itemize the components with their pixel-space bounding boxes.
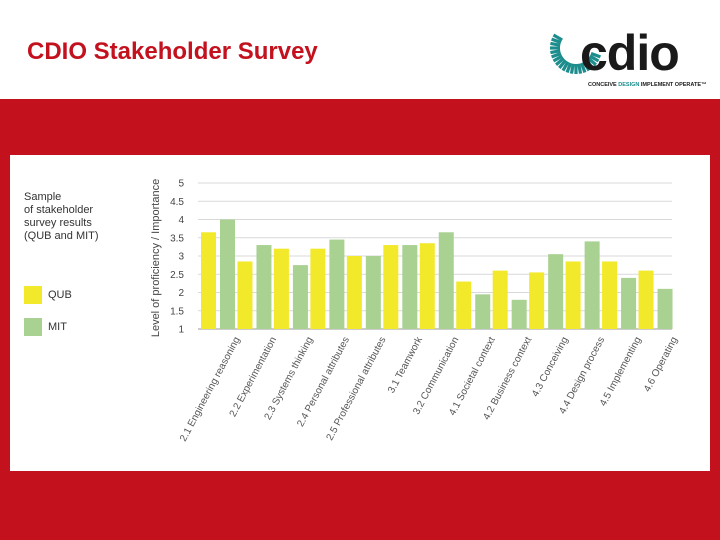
- bar-mit: [402, 245, 418, 329]
- logo-ring-tick: [550, 41, 561, 47]
- bar-mit: [365, 256, 381, 329]
- logo-ring-icon: [550, 33, 601, 74]
- bar-mit: [329, 239, 345, 329]
- chart-panel: Sample of stakeholder survey results (QU…: [10, 155, 710, 471]
- bar-qub: [201, 232, 216, 329]
- y-tick-label: 1.5: [170, 306, 184, 317]
- logo-ring-tick: [558, 59, 567, 69]
- bar-qub: [237, 261, 253, 329]
- logo-tagline: CONCEIVE DESIGN IMPLEMENT OPERATE™: [588, 82, 707, 88]
- bar-qub: [273, 248, 289, 329]
- logo-ring-tick: [569, 63, 575, 74]
- logo-ring-tick: [587, 57, 597, 66]
- slide-title: CDIO Stakeholder Survey: [27, 38, 318, 65]
- legend-item-qub: QUB: [24, 286, 72, 304]
- bar-qub: [419, 243, 435, 329]
- bar-qub: [529, 272, 545, 329]
- legend-swatch-mit: [24, 318, 42, 336]
- legend-title-line: survey results: [24, 217, 92, 229]
- legend-swatch-qub: [24, 286, 42, 304]
- bar-mit: [438, 232, 454, 329]
- logo-ring-tick: [590, 51, 601, 59]
- logo-ring-tick: [550, 49, 561, 55]
- y-tick-label: 2.5: [170, 270, 184, 281]
- y-axis-label: Level of proficiency / Importance: [150, 179, 162, 337]
- legend-title: Sample of stakeholder survey results (QU…: [24, 191, 99, 243]
- bar-qub: [310, 248, 326, 329]
- legend-title-line: of stakeholder: [24, 204, 94, 216]
- legend-label-mit: MIT: [48, 321, 67, 333]
- bar-mit: [220, 219, 235, 329]
- cdio-logo: cdio CONCEIVE DESIGN IMPLEMENT OPERATE™: [548, 14, 716, 96]
- logo-ring-tick: [552, 54, 563, 63]
- logo-ring-tick: [551, 37, 562, 45]
- bar-mit: [657, 288, 673, 329]
- logo-ring-tick: [579, 62, 587, 73]
- logo-ring-tick: [551, 51, 562, 59]
- logo-ring-tick: [577, 63, 583, 74]
- bar-qub: [638, 270, 654, 329]
- y-tick-label: 3.5: [170, 233, 184, 244]
- bar-mit: [584, 241, 600, 329]
- y-tick-label: 5: [178, 179, 184, 190]
- logo-ring-tick: [552, 33, 563, 42]
- logo-ring-tick: [565, 62, 573, 73]
- y-tick-label: 1: [178, 325, 184, 336]
- y-tick-label: 4: [178, 215, 184, 226]
- y-tick-label: 3: [178, 252, 184, 263]
- bar-mit: [475, 294, 491, 329]
- legend-label-qub: QUB: [48, 289, 72, 301]
- legend-title-line: (QUB and MIT): [24, 230, 99, 242]
- x-tick-label: 4.6 Operating: [642, 335, 680, 394]
- logo-ring-tick: [582, 61, 591, 72]
- logo-ring-tick: [555, 57, 565, 66]
- bar-chart: 1 1.5 2 2.5 3 3.5 4 4.5 5 Level of proficiency / …: [150, 179, 680, 444]
- bar-mit: [292, 265, 308, 329]
- x-tick-label: 2.1 Engineering reasoning: [178, 335, 243, 443]
- bar-qub: [346, 256, 362, 329]
- logo-ring-tick: [585, 59, 594, 69]
- x-tick-label: 4.3 Conceiving: [530, 335, 571, 399]
- x-tick-label: 4.5 Implementing: [598, 335, 644, 408]
- x-tick-label: 3.1 Teamwork: [386, 334, 425, 395]
- bar-qub: [492, 270, 508, 329]
- y-tick-label: 4.5: [170, 197, 184, 208]
- bar-qub: [456, 281, 472, 329]
- legend-item-mit: MIT: [24, 318, 67, 336]
- bar-mit: [621, 277, 637, 329]
- bar-qub: [383, 245, 399, 329]
- y-tick-label: 2: [178, 288, 184, 299]
- bar-qub: [602, 261, 618, 329]
- logo-word: cdio: [580, 25, 680, 81]
- logo-ring-tick: [589, 54, 600, 63]
- logo-ring-tick: [561, 61, 570, 72]
- bar-mit: [548, 254, 564, 329]
- bar-qub: [565, 261, 581, 329]
- bar-mit: [256, 245, 272, 329]
- bar-mit: [511, 299, 527, 329]
- legend-title-line: Sample: [24, 191, 62, 203]
